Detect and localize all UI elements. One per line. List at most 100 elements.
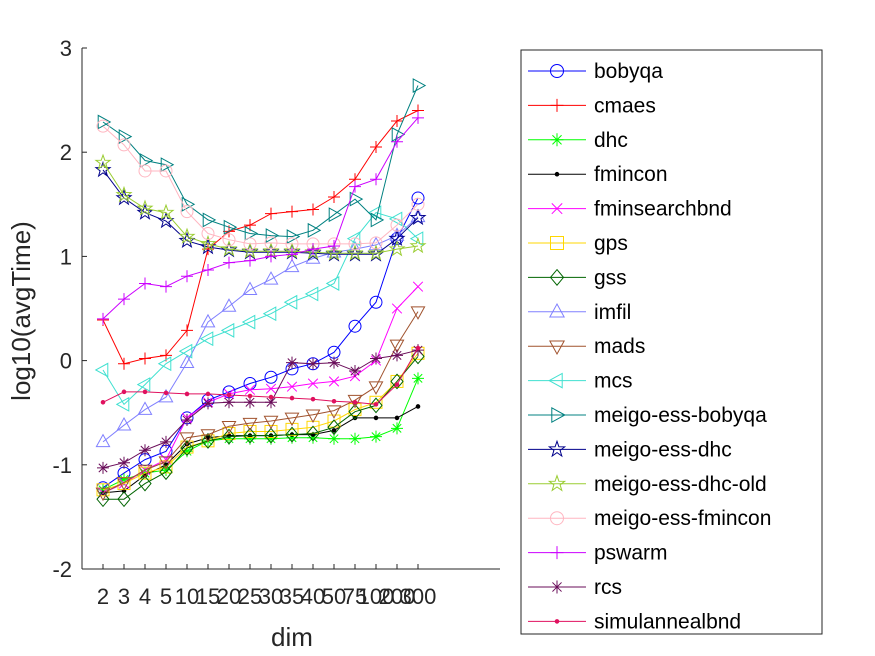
x-tick-label: 5 [160,584,172,609]
legend-entry-simulannealbnd: simulannealbnd [528,610,741,633]
data-point [409,208,427,226]
data-point [349,432,361,445]
data-point [348,403,362,420]
data-point [118,293,130,306]
data-point [244,384,256,395]
data-point [157,356,172,372]
x-tick-label: 20 [217,584,241,609]
series-line [102,110,419,365]
data-point [415,345,421,351]
data-point [373,402,379,407]
data-point [411,191,425,205]
legend-label: gps [594,232,628,255]
data-point [96,119,110,133]
data-point [325,244,343,261]
legend-label: mcs [594,370,633,393]
series-fminsearchbnd [97,281,424,499]
x-tick-label: 2 [97,584,109,609]
data-point [285,422,299,436]
data-point [243,237,257,251]
x-tick-label: 30 [259,584,283,609]
data-point [554,619,560,624]
data-point [391,422,403,435]
legend-entry-mcs: mcs [528,370,633,393]
series-line [102,162,419,254]
data-point [370,173,382,186]
data-point [242,417,258,432]
data-point [97,483,109,496]
data-point [550,64,564,78]
data-point [96,491,110,508]
data-point [242,281,258,296]
data-point [244,226,259,241]
data-point [391,114,403,127]
legend-label: imfil [594,301,631,324]
legend-label: meigo-ess-bobyqa [594,404,767,427]
data-point [262,306,277,322]
data-point [551,203,563,215]
data-point [547,474,567,492]
data-point [370,212,385,228]
data-point [178,343,193,359]
data-point [370,140,382,153]
x-tick-label: 10 [175,584,199,609]
y-tick-label: 3 [60,36,72,61]
series-cmaes [97,104,424,370]
x-tick-label: 300 [400,584,437,609]
data-point [158,456,174,470]
data-point [220,240,238,257]
series-line [102,347,419,405]
data-point [263,415,279,430]
data-point [307,357,319,370]
data-point [328,191,340,204]
data-point [367,205,382,221]
data-point [202,263,214,276]
x-tick-label: 4 [139,584,151,609]
data-point [160,435,172,448]
series-group [94,78,427,508]
legend-entry-meigo-ess-dhc: meigo-ess-dhc [528,438,732,461]
data-point [139,153,154,168]
data-point [346,231,361,247]
x-axis-label: dim [271,622,313,652]
data-point [121,389,127,395]
data-point [221,298,237,312]
data-point [285,426,299,443]
data-point [116,477,132,491]
legend-label: fmincon [594,163,668,186]
legend-label: fminsearchbnd [594,198,732,221]
data-point [139,352,151,365]
series-line [102,169,419,255]
data-point [389,339,405,354]
data-point [331,428,337,433]
series-pswarm [97,111,424,325]
data-point [222,233,236,247]
data-point [97,312,109,325]
data-point [243,424,257,438]
data-point [241,242,259,259]
data-point [284,412,300,427]
data-point [178,227,196,244]
series-dhc [97,372,424,496]
data-point [547,439,567,458]
data-point [179,432,195,446]
data-point [222,427,236,441]
x-tick-label: 40 [301,584,325,609]
data-point [286,356,298,369]
data-point [199,331,214,347]
data-point [157,203,175,220]
data-point [394,382,400,387]
legend-label: mads [594,335,645,358]
data-point [117,491,131,508]
series-line [102,85,419,238]
series-mads [95,306,426,502]
y-tick-label: -2 [52,557,72,582]
series-line [102,353,419,491]
data-point [304,243,322,260]
data-point [160,280,172,293]
data-point [221,420,237,435]
data-point [286,229,301,245]
legend-label: simulannealbnd [594,610,741,633]
data-point [551,407,566,423]
